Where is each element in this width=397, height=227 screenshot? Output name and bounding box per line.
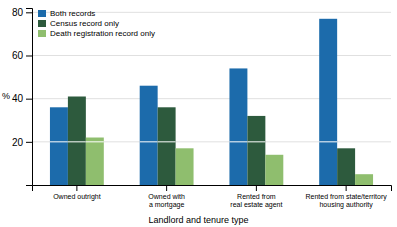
bar-divider — [68, 141, 86, 142]
x-axis-title: Landlord and tenure type — [148, 215, 248, 225]
bar — [158, 107, 176, 185]
y-tick-mark — [26, 12, 32, 13]
bar-divider — [86, 141, 104, 142]
y-tick: 80 — [12, 7, 32, 18]
y-tick-label: 40 — [12, 93, 24, 104]
y-tick-mark — [26, 55, 32, 56]
legend-swatch — [38, 20, 46, 27]
legend-label: Death registration record only — [50, 29, 155, 38]
x-tick: Owned outright — [53, 185, 101, 201]
x-tick-label: Owned outright — [53, 193, 101, 201]
bar — [229, 68, 247, 185]
bar — [50, 107, 68, 185]
x-tick-mark — [166, 185, 167, 191]
x-tick: Owned witha mortgage — [148, 185, 185, 209]
bar — [355, 174, 373, 185]
x-tick-label: Rented from state/territoryhousing autho… — [305, 193, 387, 209]
chart: 20 40 60 80 Owned outright Owned witha mortga… — [0, 0, 397, 227]
x-tick: Rented fromreal estate agent — [230, 185, 282, 209]
x-tick-label: Owned witha mortgage — [148, 193, 185, 209]
y-tick-label: 20 — [12, 137, 24, 148]
y-tick-label: 80 — [12, 7, 24, 18]
legend-item: Both records — [38, 9, 95, 18]
y-tick-mark — [26, 142, 32, 143]
bar-divider — [140, 141, 158, 142]
legend-label: Both records — [50, 9, 95, 18]
bar — [247, 116, 265, 185]
bar — [265, 155, 283, 185]
bar-divider — [158, 141, 176, 142]
bar — [140, 86, 158, 185]
x-tick-mark — [256, 185, 257, 191]
legend-item: Death registration record only — [38, 29, 155, 38]
y-tick: 20 — [12, 137, 32, 148]
y-axis-title: % — [2, 91, 10, 101]
x-tick-label: Rented fromreal estate agent — [230, 193, 282, 209]
y-tick: 40 — [12, 93, 32, 104]
y-tick: 60 — [12, 50, 32, 61]
bar-divider — [247, 141, 265, 142]
bar-divider — [319, 141, 337, 142]
bar-series — [50, 19, 337, 185]
x-axis: Owned outright Owned witha mortgage Rented… — [33, 185, 392, 209]
bar — [176, 148, 194, 185]
y-axis: 20 40 60 80 — [12, 7, 33, 185]
x-tick-mark — [346, 185, 347, 191]
bar — [86, 138, 104, 185]
bar — [68, 97, 86, 186]
legend-label: Census record only — [50, 19, 119, 28]
bar-divider — [50, 141, 68, 142]
legend: Both recordsCensus record onlyDeath regi… — [38, 9, 155, 38]
y-tick-mark — [26, 99, 32, 100]
bar-series — [86, 138, 373, 185]
bar — [337, 148, 355, 185]
bars — [50, 19, 373, 185]
x-axis-line — [33, 186, 392, 192]
y-tick-label: 60 — [12, 50, 24, 61]
legend-swatch — [38, 10, 46, 17]
legend-swatch — [38, 30, 46, 37]
legend-item: Census record only — [38, 19, 119, 28]
plot: 20 40 60 80 Owned outright Owned witha mortga… — [12, 7, 392, 209]
x-tick-mark — [76, 185, 77, 191]
grid-line — [32, 141, 391, 142]
bar — [319, 19, 337, 185]
bar-series — [68, 97, 355, 186]
y-axis-line — [26, 9, 33, 186]
bar-divider — [229, 141, 247, 142]
x-tick: Rented from state/territoryhousing autho… — [305, 185, 387, 209]
